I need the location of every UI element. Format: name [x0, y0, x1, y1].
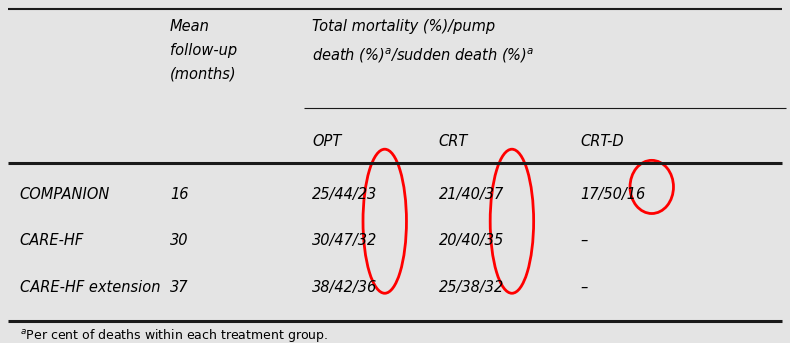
- Text: CRT-D: CRT-D: [581, 134, 624, 149]
- Text: OPT: OPT: [312, 134, 341, 149]
- Text: 25/44/23: 25/44/23: [312, 187, 378, 202]
- Text: 38/42/36: 38/42/36: [312, 280, 378, 295]
- Text: (months): (months): [170, 67, 236, 82]
- Text: Mean: Mean: [170, 19, 209, 34]
- Text: Total mortality (%)/pump: Total mortality (%)/pump: [312, 19, 495, 34]
- Text: COMPANION: COMPANION: [20, 187, 110, 202]
- Text: CRT: CRT: [438, 134, 468, 149]
- Text: 37: 37: [170, 280, 188, 295]
- Text: CARE-HF: CARE-HF: [20, 233, 84, 248]
- Text: 30/47/32: 30/47/32: [312, 233, 378, 248]
- Text: 30: 30: [170, 233, 188, 248]
- Text: 20/40/35: 20/40/35: [438, 233, 504, 248]
- Text: 21/40/37: 21/40/37: [438, 187, 504, 202]
- Text: follow-up: follow-up: [170, 43, 237, 58]
- Text: $^a$Per cent of deaths within each treatment group.: $^a$Per cent of deaths within each treat…: [20, 327, 328, 343]
- Text: 17/50/16: 17/50/16: [581, 187, 646, 202]
- Text: –: –: [581, 233, 588, 248]
- Text: 25/38/32: 25/38/32: [438, 280, 504, 295]
- Text: –: –: [581, 280, 588, 295]
- Text: CARE-HF extension: CARE-HF extension: [20, 280, 160, 295]
- Text: 16: 16: [170, 187, 188, 202]
- Text: death (%)$^a$/sudden death (%)$^a$: death (%)$^a$/sudden death (%)$^a$: [312, 46, 534, 65]
